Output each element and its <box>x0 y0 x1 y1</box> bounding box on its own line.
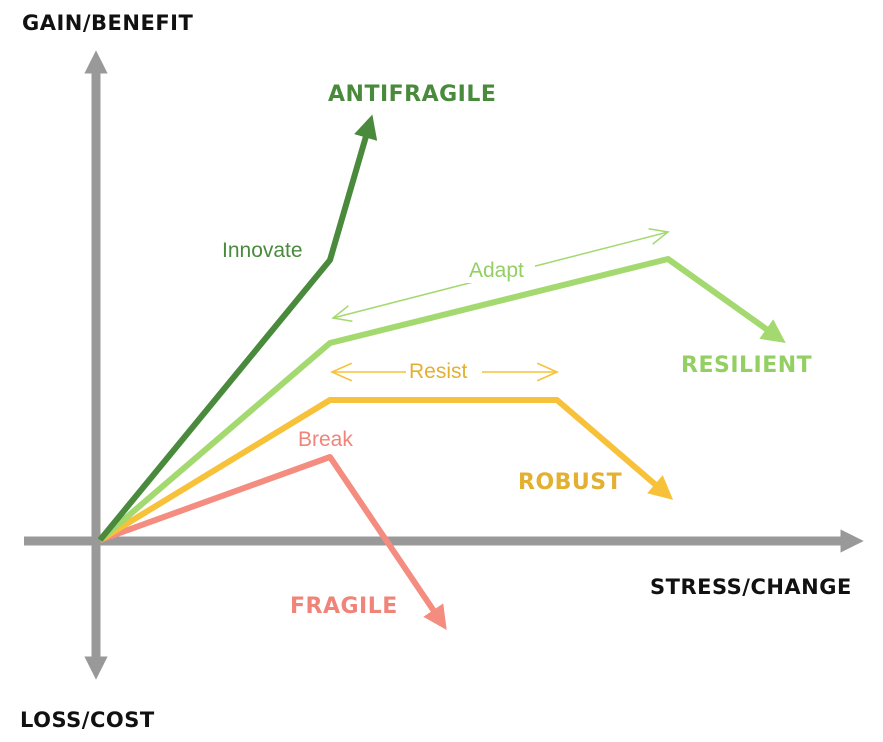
innovate-label: Innovate <box>222 239 303 262</box>
fragile-label: FRAGILE <box>290 594 398 619</box>
resist-label-bg <box>406 357 482 385</box>
antifragile-label: ANTIFRAGILE <box>328 82 496 107</box>
break-label: Break <box>298 428 353 451</box>
y-axis-negative-label: LOSS/COST <box>20 708 155 732</box>
robust-label: ROBUST <box>518 470 622 495</box>
x-axis-label: STRESS/CHANGE <box>650 575 852 599</box>
fragile-curve <box>98 454 447 630</box>
y-axis-positive-label: GAIN/BENEFIT <box>22 11 193 35</box>
adapt-label: Adapt <box>469 259 524 282</box>
resilient-label: RESILIENT <box>681 353 812 378</box>
resist-label: Resist <box>409 360 468 383</box>
adapt-label-bg <box>465 257 535 283</box>
robust-curve <box>98 397 674 543</box>
antifragile-curve <box>97 114 378 542</box>
